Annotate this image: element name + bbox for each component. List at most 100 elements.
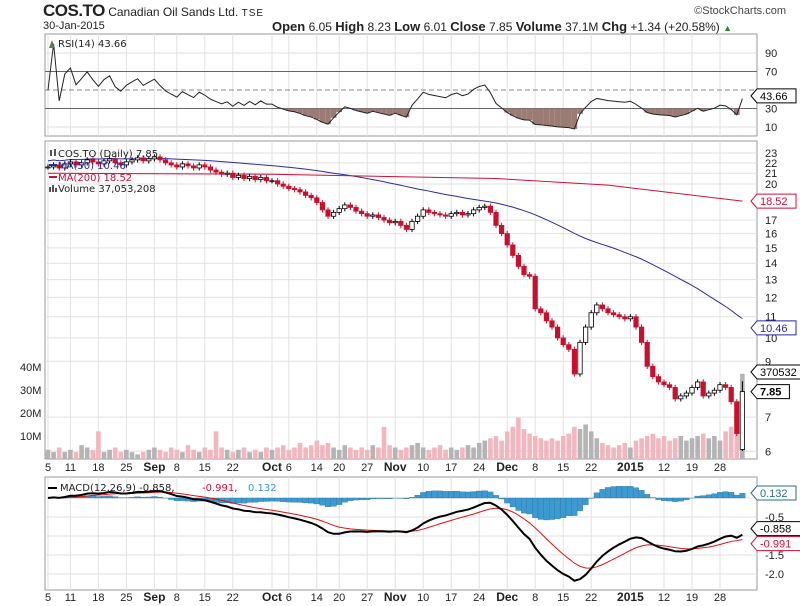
- candle-body: [56, 164, 62, 169]
- price-tick-label: 17: [765, 215, 777, 227]
- candle-body: [409, 221, 415, 230]
- volume-bar: [180, 452, 185, 459]
- rsi-line: [47, 43, 743, 130]
- volume-bar: [600, 442, 605, 459]
- macd-histogram-bar: [481, 490, 488, 499]
- x-tick-label: 8: [174, 592, 180, 604]
- volume-bar: [622, 442, 628, 459]
- volume-bar: [661, 436, 667, 459]
- candle-body: [90, 159, 96, 163]
- volume-tick-label: 40M: [20, 362, 41, 374]
- macd-histogram-bar: [112, 496, 119, 499]
- candle-body: [504, 233, 510, 246]
- volume-bar: [594, 438, 600, 459]
- x-tick-label: 15: [199, 592, 211, 604]
- volume-bar: [454, 449, 460, 459]
- candle-body: [728, 387, 734, 403]
- ma200-line: [47, 172, 743, 202]
- volume-bar: [639, 438, 644, 459]
- macd-histogram-bar: [476, 490, 483, 499]
- macd-signal-tag: -0.991: [760, 539, 791, 551]
- ma50-line: [47, 157, 743, 320]
- candle-body: [107, 158, 113, 162]
- price-tick-label: 9: [765, 356, 771, 368]
- volume-bar: [112, 447, 118, 459]
- candle-body: [543, 312, 550, 322]
- close-value: 7.85: [489, 20, 513, 34]
- volume-bar: [616, 445, 622, 459]
- macd-histogram-bar: [369, 497, 376, 500]
- candle-body: [448, 213, 454, 217]
- candle-body: [655, 376, 662, 383]
- x-tick-label: 25: [120, 592, 132, 604]
- x-tick-label: 8: [532, 462, 538, 474]
- candle-body: [667, 384, 673, 388]
- ma200-swatch: [49, 176, 57, 178]
- x-tick-label: 19: [686, 592, 698, 604]
- candle-body: [695, 381, 701, 388]
- x-tick-label: 19: [686, 462, 698, 474]
- volume-bar: [140, 452, 146, 459]
- macd-histogram-bar: [571, 497, 578, 516]
- grid-lines: [44, 33, 758, 591]
- macd-histogram-bar: [487, 491, 494, 499]
- volume-bar: [258, 452, 264, 459]
- candle-body: [185, 163, 191, 167]
- volume-bar: [230, 452, 236, 459]
- macd-histogram-bar: [95, 496, 102, 499]
- volume-bar: [202, 447, 208, 459]
- candle-body: [196, 164, 202, 169]
- macd-histogram-bar: [358, 497, 365, 500]
- candle-body: [739, 391, 746, 450]
- panel-frame: [44, 140, 758, 460]
- company-name: Canadian Oil Sands Ltd.: [108, 5, 239, 19]
- volume-bar: [420, 447, 426, 459]
- candle-body: [420, 209, 426, 217]
- volume-bar: [566, 433, 572, 459]
- symbol: COS.TO: [43, 1, 105, 20]
- close-tag: 7.85: [760, 387, 781, 399]
- macd-swatch: [48, 487, 57, 489]
- candle-body: [711, 389, 718, 394]
- macd-histogram-bar: [448, 491, 455, 499]
- x-tick-label: Oct: [262, 460, 282, 474]
- volume-bar: [364, 449, 370, 459]
- candle-body: [431, 212, 438, 215]
- x-tick-label: 27: [361, 462, 373, 474]
- macd-hist-tag-box: [750, 485, 797, 501]
- volume-bar: [135, 454, 140, 459]
- candle-body: [442, 214, 449, 217]
- volume-bar: [588, 431, 594, 459]
- price-legend: COS.TO (Daily) 7.85: [58, 149, 158, 160]
- macd-panel: [47, 486, 746, 582]
- date-label: 30-Jan-2015: [43, 20, 105, 32]
- x-tick-label: 8: [174, 462, 180, 474]
- macd-histogram-bar: [465, 491, 471, 499]
- volume-bar: [549, 438, 555, 459]
- macd-hist-legend: 0.132: [248, 483, 277, 494]
- candle-body: [644, 341, 650, 367]
- candle-body: [179, 163, 185, 168]
- price-tick-label: 6: [765, 446, 771, 458]
- volume-bar: [275, 447, 280, 459]
- volume-icon: [49, 185, 57, 192]
- candle-body: [498, 224, 505, 234]
- volume-bar: [538, 438, 544, 459]
- x-tick-label: 20: [333, 592, 345, 604]
- macd-signal-tag-box: [750, 536, 800, 552]
- macd-histogram-bar: [375, 497, 382, 499]
- macd-histogram-bar: [157, 496, 163, 499]
- rsi-tick-label: 10: [765, 122, 777, 134]
- macd-histogram-bar: [269, 497, 275, 502]
- candle-body: [353, 207, 359, 212]
- volume-bar: [168, 447, 174, 459]
- macd-histogram-bar: [565, 497, 572, 516]
- volume-bar: [504, 431, 510, 459]
- macd-histogram-bar: [330, 497, 337, 507]
- candle-body: [532, 275, 538, 310]
- macd-histogram-bar: [386, 497, 393, 499]
- x-tick-label: Sep: [143, 590, 165, 604]
- macd-histogram-bar: [425, 491, 432, 499]
- candle-body: [269, 180, 275, 183]
